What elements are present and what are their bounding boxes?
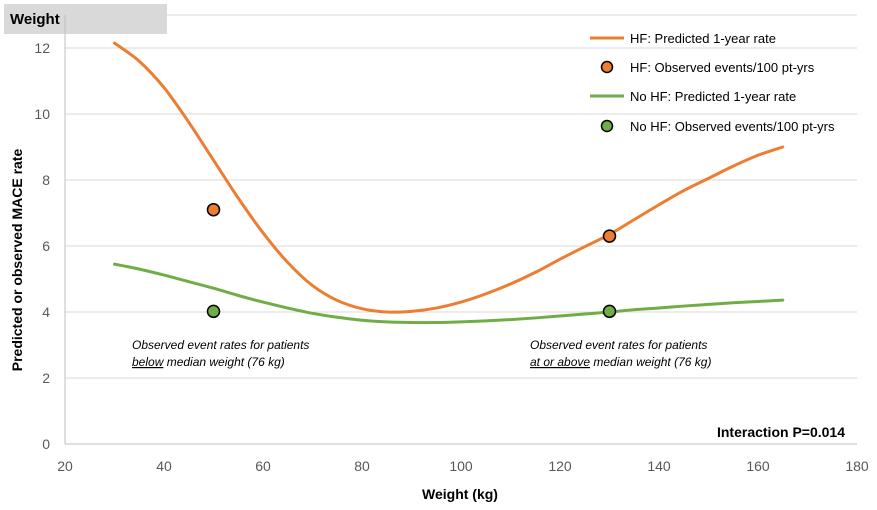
x-tick-label-80: 80 [354, 458, 370, 474]
x-tick-label-180: 180 [845, 458, 869, 474]
x-axis-title: Weight (kg) [422, 486, 498, 502]
annotation-left: Observed event rates for patients below … [132, 338, 309, 369]
series-line-2 [113, 262, 785, 325]
y-tick-label-8: 8 [42, 172, 50, 188]
series-line-0 [113, 41, 785, 314]
annotation-left-line1: Observed event rates for patients [132, 338, 309, 352]
x-tick-label-60: 60 [255, 458, 271, 474]
y-tick-label-12: 12 [34, 40, 50, 56]
x-tick-label-100: 100 [449, 458, 473, 474]
annotation-right-underlined: at or above [530, 355, 590, 369]
y-tick-label-4: 4 [42, 304, 50, 320]
chart-title: Weight [10, 11, 60, 28]
y-tick-label-0: 0 [42, 436, 50, 452]
x-tick-label-120: 120 [548, 458, 572, 474]
series-3-point-0 [206, 304, 221, 319]
y-tick-label-10: 10 [34, 106, 50, 122]
legend-swatch-3 [600, 119, 614, 133]
series-3-point-1 [602, 304, 617, 319]
legend-label-2: No HF: Predicted 1-year rate [630, 89, 796, 104]
legend-label-1: HF: Observed events/100 pt-yrs [630, 60, 815, 75]
y-axis-title: Predicted or observed MACE rate [9, 149, 25, 372]
annotation-right-rest: median weight (76 kg) [593, 355, 711, 369]
legend-swatch-1 [600, 60, 614, 74]
y-tick-label-2: 2 [42, 370, 50, 386]
series-1-point-1 [602, 229, 617, 243]
x-tick-label-160: 160 [746, 458, 770, 474]
y-tick-label-6: 6 [42, 238, 50, 254]
annotation-left-underlined: below [132, 355, 165, 369]
tick-labels: 0 2 4 6 8 10 12 20 40 60 80 100 120 140 160 180 [34, 40, 868, 474]
annotation-right-line2: at or above median weight (76 kg) [530, 355, 711, 369]
interaction-p-value: Interaction P=0.014 [717, 424, 845, 440]
legend-label-0: HF: Predicted 1-year rate [630, 31, 776, 46]
annotation-left-line2: below median weight (76 kg) [132, 355, 285, 369]
gridlines [65, 14, 857, 379]
x-tick-label-40: 40 [156, 458, 172, 474]
annotation-left-rest: median weight (76 kg) [167, 355, 285, 369]
series-layer [113, 41, 785, 325]
axes [64, 15, 857, 445]
legend: HF: Predicted 1-year rate HF: Observed ev… [590, 31, 835, 134]
legend-label-3: No HF: Observed events/100 pt-yrs [630, 119, 835, 134]
series-1-point-0 [206, 202, 221, 217]
x-tick-label-140: 140 [647, 458, 671, 474]
chart-title-box [4, 4, 167, 34]
annotation-right: Observed event rates for patients at or … [530, 338, 711, 369]
annotation-right-line1: Observed event rates for patients [530, 338, 707, 352]
x-tick-label-20: 20 [57, 458, 73, 474]
